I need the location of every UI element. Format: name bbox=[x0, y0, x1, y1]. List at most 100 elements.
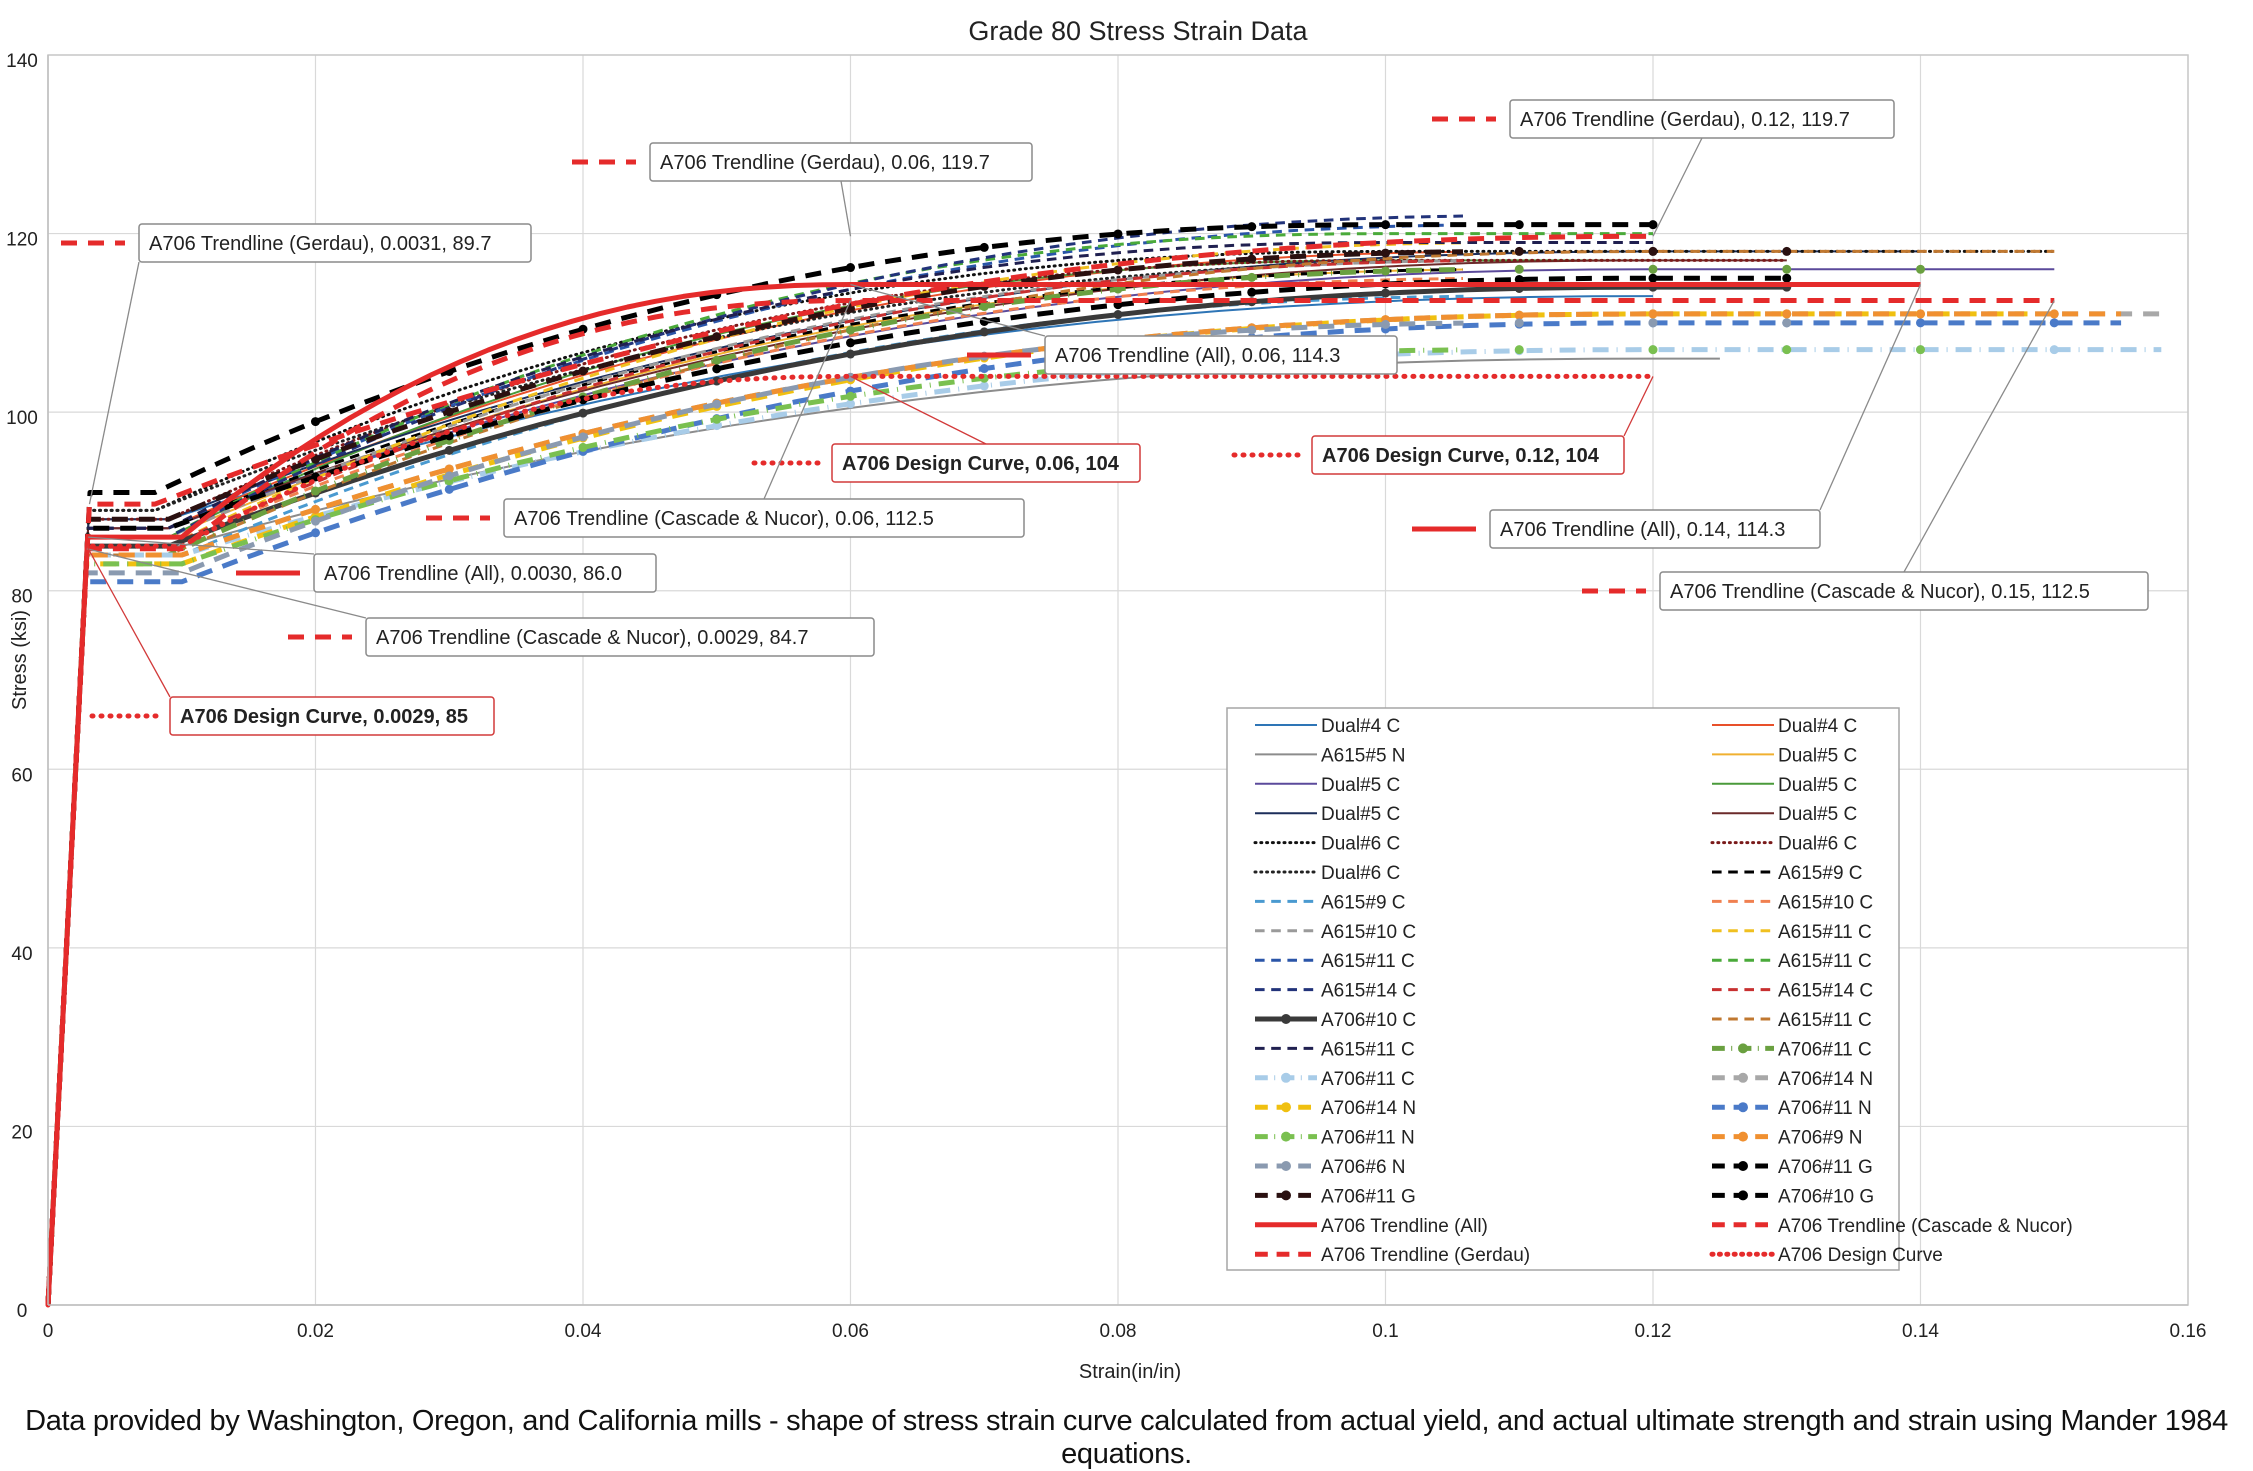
series-marker bbox=[712, 421, 722, 431]
series-marker bbox=[1514, 220, 1524, 230]
annotation-leader bbox=[88, 261, 140, 505]
series-marker bbox=[444, 464, 454, 474]
series-marker bbox=[846, 263, 855, 273]
legend-label: A706 Trendline (All) bbox=[1321, 1216, 1488, 1237]
series-marker bbox=[1381, 288, 1390, 298]
y-tick-label: 100 bbox=[6, 408, 38, 429]
annotation-label: A706 Trendline (All), 0.06, 114.3 bbox=[1055, 345, 1340, 367]
legend-marker bbox=[1738, 1072, 1748, 1083]
x-tick-label: 0.04 bbox=[565, 1321, 602, 1342]
annotation-label: A706 Design Curve, 0.0029, 85 bbox=[180, 706, 468, 728]
axis-layer: 0 0.02 0.04 0.06 0.08 0.1 0.12 0.14 0.16 0 20 40 60 8… bbox=[6, 51, 2206, 1342]
series-marker bbox=[979, 242, 989, 252]
legend-label: A615#11 C bbox=[1778, 922, 1872, 943]
annotation-box bbox=[138, 223, 532, 263]
series-line bbox=[46, 249, 2055, 1306]
x-tick-label: 0.1 bbox=[1372, 1321, 1398, 1342]
series-marker bbox=[712, 355, 722, 365]
series-marker bbox=[1916, 318, 1925, 328]
legend-label: A615#11 C bbox=[1321, 1039, 1415, 1060]
series-line bbox=[46, 259, 1464, 1306]
legend-label: A706 Design Curve bbox=[1778, 1245, 1943, 1266]
annotation-leader bbox=[1819, 284, 1922, 511]
y-tick-label: 40 bbox=[11, 944, 32, 965]
series-marker bbox=[1782, 264, 1792, 274]
series-marker bbox=[1648, 246, 1658, 256]
y-tick-label: 80 bbox=[11, 587, 32, 608]
legend-label: A706#14 N bbox=[1778, 1069, 1873, 1090]
annotation-box bbox=[1509, 99, 1895, 139]
annotation-box bbox=[169, 696, 495, 736]
series-line bbox=[45, 320, 1464, 1306]
series-line bbox=[45, 282, 1921, 1306]
annotation-label: A706 Trendline (Gerdau), 0.12, 119.7 bbox=[1520, 109, 1850, 131]
annotation-leader bbox=[850, 283, 1046, 337]
series-marker bbox=[1648, 273, 1658, 283]
y-axis-label: Stress (ksi) bbox=[9, 610, 31, 710]
legend-label: A706#11 N bbox=[1321, 1128, 1415, 1149]
annotation-leader bbox=[86, 545, 171, 698]
legend-label: Dual#6 C bbox=[1321, 863, 1400, 884]
series-marker bbox=[1113, 229, 1123, 239]
series-line bbox=[47, 268, 2055, 1306]
series-marker bbox=[1916, 309, 1925, 319]
legend-label: A615#5 N bbox=[1321, 745, 1406, 766]
series-marker bbox=[1113, 265, 1123, 275]
annotation-leader bbox=[1623, 376, 1654, 437]
annotation-label: A706 Trendline (Gerdau), 0.06, 119.7 bbox=[660, 152, 990, 174]
annotation-box bbox=[313, 553, 657, 593]
series-line bbox=[46, 277, 1464, 1306]
series-marker bbox=[1247, 325, 1257, 335]
series-marker bbox=[846, 349, 855, 359]
series-marker bbox=[846, 399, 855, 409]
legend-label: Dual#6 C bbox=[1778, 834, 1857, 855]
series-marker bbox=[1247, 254, 1257, 264]
series-marker bbox=[578, 408, 588, 418]
legend-label: A706#11 G bbox=[1321, 1186, 1416, 1207]
annotation-leader bbox=[1652, 137, 1703, 237]
series-marker bbox=[2049, 318, 2059, 328]
annotation-label: A706 Trendline (Cascade & Nucor), 0.06, … bbox=[514, 508, 934, 530]
legend-label: A706#9 N bbox=[1778, 1128, 1863, 1149]
series-marker bbox=[1514, 274, 1524, 284]
series-marker bbox=[444, 445, 454, 455]
series-line bbox=[45, 249, 1464, 1306]
legend-label: A706#11 C bbox=[1321, 1069, 1415, 1090]
x-tick-label: 0.12 bbox=[1635, 1321, 1672, 1342]
x-tick-label: 0.16 bbox=[2170, 1321, 2207, 1342]
legend-marker bbox=[1738, 1131, 1748, 1142]
legend-label: A706#11 N bbox=[1778, 1098, 1872, 1119]
series-marker bbox=[311, 504, 320, 514]
annotation-leader bbox=[88, 536, 315, 555]
series-marker bbox=[578, 366, 588, 376]
annotation-leader bbox=[840, 180, 852, 237]
legend-marker bbox=[1281, 1102, 1291, 1113]
legend-label: Dual#6 C bbox=[1321, 834, 1400, 855]
series-marker bbox=[311, 417, 320, 427]
series-marker bbox=[1247, 272, 1257, 282]
legend-label: A706#14 N bbox=[1321, 1098, 1416, 1119]
series-line bbox=[46, 214, 1464, 1306]
legend-marker bbox=[1281, 1131, 1291, 1142]
series-marker bbox=[311, 486, 320, 496]
x-tick-label: 0.14 bbox=[1902, 1321, 1939, 1342]
series-line bbox=[47, 259, 1787, 1306]
series-marker bbox=[1648, 318, 1658, 328]
series-marker bbox=[846, 391, 855, 401]
legend-label: A615#10 C bbox=[1321, 922, 1416, 943]
legend-label: A706 Trendline (Gerdau) bbox=[1321, 1245, 1530, 1266]
series-marker bbox=[1782, 318, 1792, 328]
legend-label: A615#10 C bbox=[1778, 892, 1873, 913]
series-marker bbox=[1782, 246, 1792, 256]
legend-label: Dual#5 C bbox=[1321, 775, 1400, 796]
series-marker bbox=[1381, 220, 1390, 230]
series-marker bbox=[1514, 310, 1524, 320]
legend-label: A615#9 C bbox=[1321, 892, 1406, 913]
legend-label: A615#11 C bbox=[1778, 1010, 1872, 1031]
legend-label: A706 Trendline (Cascade & Nucor) bbox=[1778, 1216, 2073, 1237]
x-tick-label: 0.06 bbox=[832, 1321, 869, 1342]
y-tick-label: 140 bbox=[6, 51, 38, 72]
legend-label: A706#6 N bbox=[1321, 1157, 1406, 1178]
legend-label: A615#14 C bbox=[1321, 981, 1416, 1002]
